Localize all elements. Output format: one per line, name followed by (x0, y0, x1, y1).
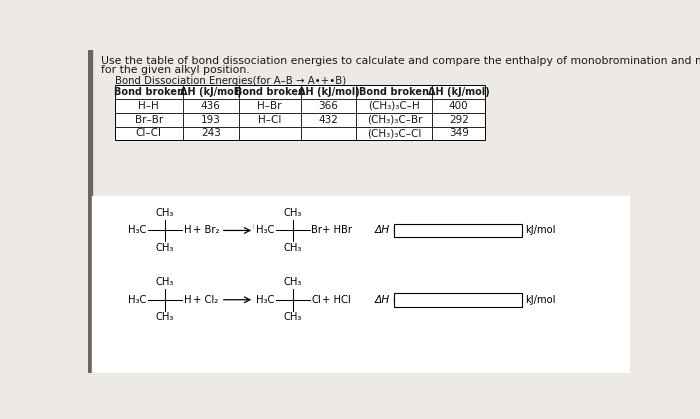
Text: Bond Dissociation Energies(for A–B → A•+•B): Bond Dissociation Energies(for A–B → A•+… (115, 76, 346, 86)
Text: 243: 243 (201, 129, 220, 138)
Text: CH₃: CH₃ (156, 312, 174, 322)
Text: Use the table of bond dissociation energies to calculate and compare the enthalp: Use the table of bond dissociation energ… (102, 56, 700, 66)
Text: 432: 432 (318, 114, 339, 124)
Text: H₃C: H₃C (128, 295, 146, 305)
Text: Cl: Cl (312, 295, 321, 305)
Text: for the given alkyl position.: for the given alkyl position. (102, 65, 250, 75)
Text: + HBr: + HBr (322, 225, 352, 235)
Text: + Cl₂: + Cl₂ (193, 295, 218, 305)
Text: H: H (183, 295, 191, 305)
Text: kJ/mol: kJ/mol (526, 225, 556, 235)
Bar (92, 196, 630, 373)
Text: CH₃: CH₃ (156, 208, 174, 218)
Text: ΔH (kJ/mol): ΔH (kJ/mol) (298, 87, 359, 97)
Text: CH₃: CH₃ (284, 208, 302, 218)
Text: H–Cl: H–Cl (258, 114, 281, 124)
Text: Cl–Cl: Cl–Cl (136, 129, 162, 138)
Text: (CH₃)₃C–Br: (CH₃)₃C–Br (367, 114, 422, 124)
Text: CH₃: CH₃ (156, 243, 174, 253)
Text: H–H: H–H (139, 101, 159, 111)
Text: 400: 400 (449, 101, 468, 111)
Text: ΔH =: ΔH = (374, 225, 402, 235)
Text: H: H (183, 225, 191, 235)
Text: Bond broken: Bond broken (113, 87, 183, 97)
Text: Bond broken: Bond broken (234, 87, 304, 97)
Text: + HCl: + HCl (322, 295, 351, 305)
Text: CH₃: CH₃ (284, 243, 302, 253)
Text: Bond broken: Bond broken (359, 87, 429, 97)
Bar (115, 85, 485, 140)
Bar (393, 293, 522, 307)
Text: H₃C: H₃C (256, 225, 274, 235)
Text: H₃C: H₃C (256, 295, 274, 305)
Text: 193: 193 (201, 114, 220, 124)
Bar (88, 50, 92, 373)
Text: (CH₃)₃C–Cl: (CH₃)₃C–Cl (368, 129, 421, 138)
Text: ΔH (kJ/mol): ΔH (kJ/mol) (180, 87, 242, 97)
Text: CH₃: CH₃ (284, 312, 302, 322)
Bar (393, 223, 522, 238)
Text: 436: 436 (201, 101, 220, 111)
Text: + Br₂: + Br₂ (193, 225, 219, 235)
Text: kJ/mol: kJ/mol (526, 295, 556, 305)
Text: 366: 366 (318, 101, 339, 111)
Text: 349: 349 (449, 129, 469, 138)
Text: 292: 292 (449, 114, 469, 124)
Text: ΔH =: ΔH = (374, 295, 402, 305)
Text: H₃C: H₃C (128, 225, 146, 235)
Text: ΔH (kJ/mol): ΔH (kJ/mol) (428, 87, 489, 97)
Text: Br–Br: Br–Br (134, 114, 163, 124)
Text: CH₃: CH₃ (284, 277, 302, 287)
Text: (CH₃)₃C–H: (CH₃)₃C–H (368, 101, 420, 111)
Text: H–Br: H–Br (258, 101, 282, 111)
Text: CH₃: CH₃ (156, 277, 174, 287)
Text: Br: Br (312, 225, 323, 235)
